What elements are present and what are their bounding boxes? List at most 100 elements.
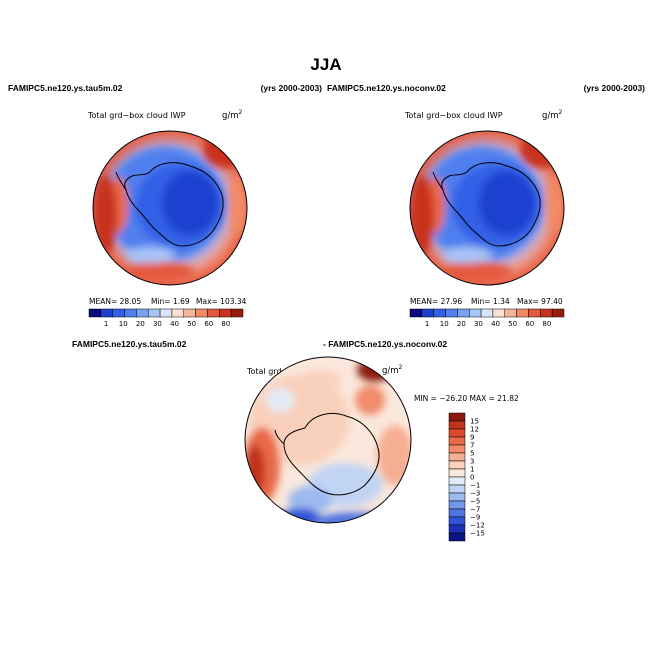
panel2-colorbar-swatch <box>409 308 423 318</box>
panel3-colorbar-swatch <box>448 444 466 454</box>
panel3-colorbar-tick-label: 15 <box>470 418 479 426</box>
panel1-colorbar-tick-label: 40 <box>170 320 179 328</box>
panel2-colorbar-swatch <box>421 308 434 318</box>
panel2-stat-mean: MEAN= 27.96 <box>410 297 462 306</box>
panel2-colorbar-tick-label: 60 <box>525 320 534 328</box>
panel1: Total grd−box cloud IWP g/m2 <box>87 109 248 328</box>
panel3-colorbar-swatch <box>448 492 466 502</box>
panel2: Total grd−box cloud IWP g/m2 <box>404 109 565 328</box>
panel1-colorbar-tick-label: 80 <box>221 320 230 328</box>
panel1-stat-mean: MEAN= 28.05 <box>89 297 141 306</box>
panel2-colorbar-swatch <box>516 308 529 318</box>
panel2-colorbar-tick-label: 40 <box>491 320 500 328</box>
panel2-case-label: FAMIPC5.ne120.ys.noconv.02 <box>327 83 446 93</box>
panel2-units: g/m2 <box>542 109 563 121</box>
panel1-colorbar-tick-label: 1 <box>104 320 108 328</box>
panel3-colorbar-tick-label: 9 <box>470 434 474 442</box>
panel1-colorbar-swatch <box>171 308 185 318</box>
panel1-stat-min: Min= 1.69 <box>151 297 190 306</box>
panel2-colorbar-swatch <box>540 308 553 318</box>
panel2-years-label: (yrs 2000-2003) <box>584 83 646 93</box>
panel1-units: g/m2 <box>222 109 243 121</box>
panel1-colorbar-swatch <box>124 308 137 318</box>
panel2-map <box>410 131 564 285</box>
panel3: Total grd−box cloud IWP g/m2 MIN <box>244 356 519 542</box>
panel2-colorbar-swatch <box>480 308 494 318</box>
panel2-colorbar-tick-label: 80 <box>542 320 551 328</box>
panel1-colorbar-swatch <box>159 308 173 318</box>
panel3-colorbar-tick-label: −1 <box>470 482 480 490</box>
panel3-colorbar-swatch <box>448 484 466 494</box>
panel3-colorbar-swatch <box>448 468 466 478</box>
panel2-field-label: Total grd−box cloud IWP <box>404 111 503 120</box>
panel2-colorbar: 1 10 20 30 40 50 60 80 <box>409 308 565 328</box>
panel3-case-a-label: FAMIPC5.ne120.ys.tau5m.02 <box>72 339 187 349</box>
panel1-colorbar-swatch <box>195 308 208 318</box>
panel3-colorbar-swatch <box>448 532 466 542</box>
panel3-colorbar-tick-label: −15 <box>470 530 485 538</box>
panel1-colorbar-swatch <box>136 308 149 318</box>
panel3-colorbar-tick-label: −5 <box>470 498 480 506</box>
panel3-colorbar-tick-label: −12 <box>470 522 485 530</box>
panel3-colorbar-swatch <box>448 428 466 438</box>
panel2-colorbar-swatch <box>457 308 470 318</box>
panel1-colorbar-swatch <box>112 308 125 318</box>
panel1-colorbar-tick-label: 10 <box>119 320 128 328</box>
panel3-colorbar-swatch <box>448 508 466 518</box>
panel2-colorbar-tick-label: 20 <box>457 320 466 328</box>
panel2-colorbar-swatch <box>504 308 517 318</box>
panel2-colorbar-tick-label: 10 <box>440 320 449 328</box>
panel2-colorbar-swatch <box>528 308 541 318</box>
panel3-colorbar-tick-label: −9 <box>470 514 480 522</box>
panel3-colorbar-swatch <box>448 452 466 462</box>
panel1-colorbar: 1 10 20 30 40 50 60 80 <box>88 308 244 328</box>
panel3-colorbar-tick-label: 5 <box>470 450 474 458</box>
panel3-colorbar-swatch <box>448 436 466 446</box>
panel1-years-label: (yrs 2000-2003) <box>261 83 323 93</box>
figure-title: JJA <box>310 55 341 74</box>
panel2-colorbar-swatch <box>492 308 506 318</box>
panel2-stat-min: Min= 1.34 <box>471 297 510 306</box>
panel3-colorbar-tick-label: −7 <box>470 506 480 514</box>
panel2-colorbar-tick-label: 30 <box>474 320 483 328</box>
panel1-map <box>93 131 247 285</box>
panel2-stat-max: Max= 97.40 <box>517 297 563 306</box>
panel2-colorbar-swatch <box>445 308 458 318</box>
panel1-colorbar-tick-label: 50 <box>187 320 196 328</box>
panel1-stat-max: Max= 103.34 <box>196 297 247 306</box>
panel3-case-b-label: - FAMIPC5.ne120.ys.noconv.02 <box>323 339 447 349</box>
panel3-colorbar-tick-label: −3 <box>470 490 480 498</box>
panel1-colorbar-swatch <box>219 308 232 318</box>
panel1-colorbar-swatch <box>147 308 161 318</box>
panel1-colorbar-tick-label: 20 <box>136 320 145 328</box>
panel3-colorbar-swatch <box>448 460 466 470</box>
panel3-colorbar-swatch <box>448 500 466 510</box>
panel1-case-label: FAMIPC5.ne120.ys.tau5m.02 <box>8 83 123 93</box>
panel3-colorbar-swatch <box>448 524 466 534</box>
panel1-colorbar-swatch <box>100 308 113 318</box>
panel1-colorbar-swatch <box>183 308 196 318</box>
panel3-colorbar-swatch <box>448 516 466 526</box>
panel3-colorbar-tick-label: 12 <box>470 426 479 434</box>
panel1-colorbar-swatch <box>207 308 220 318</box>
panel3-colorbar-tick-label: 7 <box>470 442 474 450</box>
panel3-minmax: MIN = −26.20 MAX = 21.82 <box>414 394 519 403</box>
panel2-colorbar-swatch <box>433 308 446 318</box>
panel3-colorbar-swatch <box>448 476 466 486</box>
panel2-colorbar-tick-label: 1 <box>425 320 429 328</box>
panel3-colorbar-tick-label: 3 <box>470 458 474 466</box>
panel2-colorbar-tick-label: 50 <box>508 320 517 328</box>
panel3-map <box>245 357 411 523</box>
panel3-colorbar-tick-label: 1 <box>470 466 474 474</box>
panel1-field-label: Total grd−box cloud IWP <box>87 111 186 120</box>
panel1-colorbar-tick-label: 30 <box>153 320 162 328</box>
panel3-colorbar-swatch <box>448 420 466 430</box>
panel1-colorbar-swatch <box>88 308 102 318</box>
panel3-colorbar-swatch <box>448 412 466 422</box>
panel2-colorbar-swatch <box>468 308 482 318</box>
panel1-colorbar-swatch <box>230 308 244 318</box>
panel2-colorbar-swatch <box>551 308 565 318</box>
panel3-colorbar-tick-label: 0 <box>470 474 474 482</box>
